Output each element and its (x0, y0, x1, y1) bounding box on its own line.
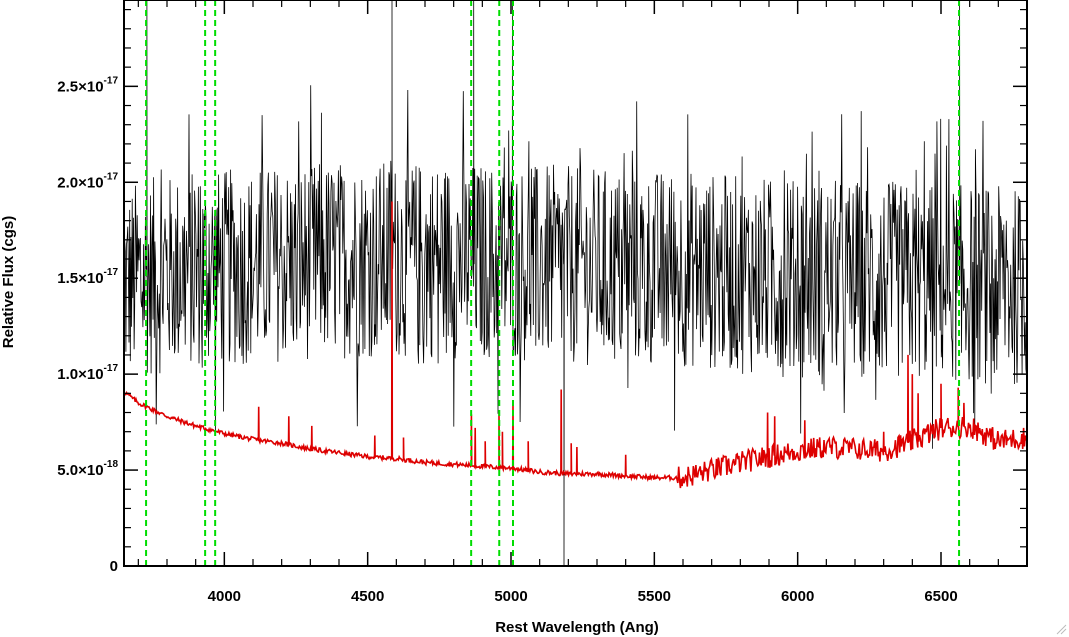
y-tick-label: 5.0×10-18 (57, 459, 118, 479)
model-spectrum-line (123, 201, 1028, 489)
x-axis-title: Rest Wavelength (Ang) (495, 619, 659, 636)
x-tick-labels: 4000 4500 5000 5500 6000 6500 (208, 588, 958, 605)
y-tick-label: 2.0×10-17 (57, 171, 118, 191)
model-spectrum (123, 201, 1028, 489)
y-tick-labels: 0 5.0×10-18 1.0×10-17 1.5×10-17 2.0×10-17 2.5… (57, 75, 118, 575)
y-tick-label: 1.0×10-17 (57, 363, 118, 383)
y-axis-title: Relative Flux (cgs) (0, 216, 17, 349)
plot-frame (123, 0, 1028, 567)
emission-line-markers (145, 0, 961, 566)
observed-spectrum-line (123, 0, 1027, 567)
x-tick-label: 5500 (638, 588, 671, 605)
x-tick-label: 5000 (494, 588, 527, 605)
resize-grip-icon[interactable] (1055, 623, 1067, 635)
observed-spectrum (123, 0, 1027, 567)
axis-ticks (124, 0, 1028, 567)
x-tick-label: 6000 (781, 588, 814, 605)
y-tick-label: 0 (110, 558, 118, 575)
y-tick-label: 1.5×10-17 (57, 267, 118, 287)
y-tick-label: 2.5×10-17 (57, 75, 118, 95)
x-tick-label: 4000 (208, 588, 241, 605)
x-tick-label: 6500 (924, 588, 957, 605)
x-tick-label: 4500 (351, 588, 384, 605)
